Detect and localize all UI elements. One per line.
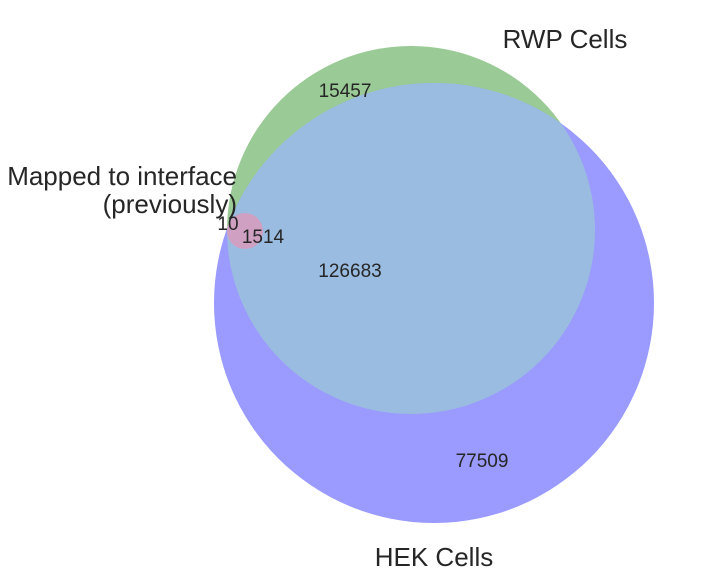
hek-cells-label: HEK Cells [375,542,493,572]
hek-only-count: 77509 [456,451,509,472]
mapped-to-interface-circle [227,213,263,249]
mapped-rwp-hek-count: 1514 [242,227,285,248]
mapped-to-interface-label-line1: Mapped to interface [7,161,237,191]
mapped-to-interface-label-line2: (previously) [103,189,237,219]
rwp-hek-count: 126683 [318,261,381,282]
mapped-only-count: 10 [217,214,238,235]
rwp-only-count: 15457 [319,81,372,102]
rwp-cells-label: RWP Cells [503,24,628,54]
